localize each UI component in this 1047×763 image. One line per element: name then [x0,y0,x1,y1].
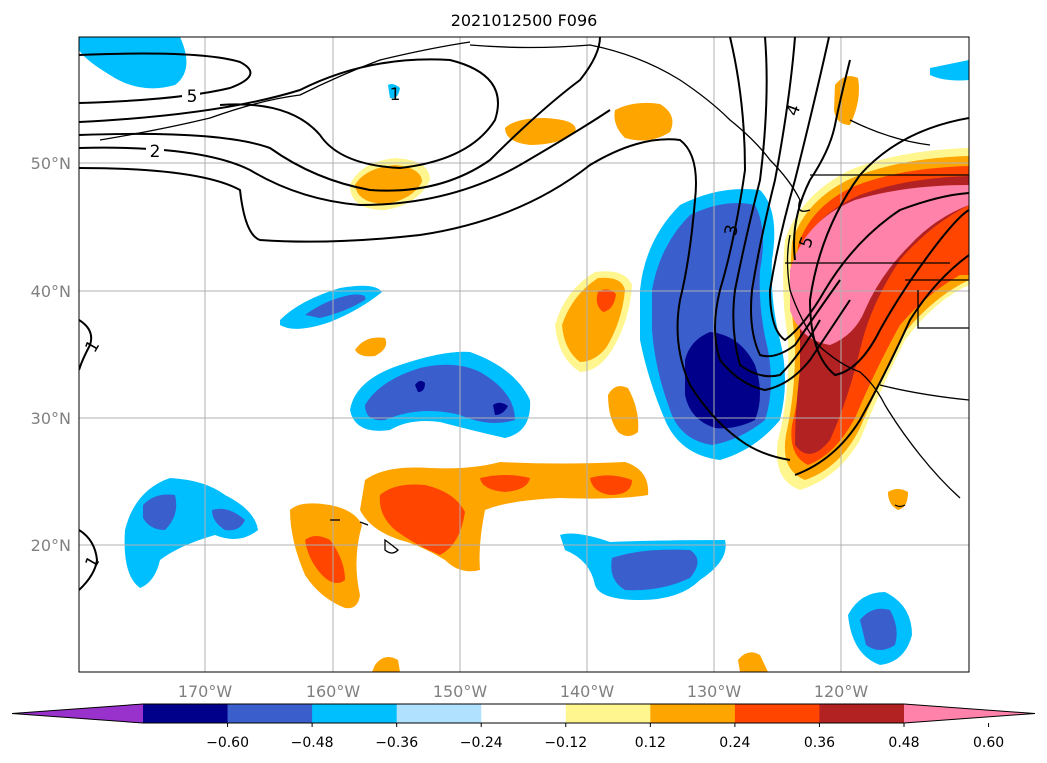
map-frame [78,36,970,673]
colorbar-tick-label: −0.12 [544,735,587,751]
colorbar-extend-max [904,704,1035,723]
colorbar-segment [819,704,905,723]
lon-label-140w: 140°W [560,682,615,701]
colorbar-tick-label: 0.48 [888,735,919,751]
lon-label-150w: 150°W [433,682,488,701]
colorbar-segment [650,704,736,723]
map-panel: 5 2 1 3 4 5 1 1 [79,37,969,672]
colorbar-outline [11,703,1036,724]
colorbar-segment [312,704,398,723]
contour-lines [79,37,969,591]
lon-label-130w: 130°W [687,682,742,701]
colorbar-segment [227,704,313,723]
colorbar-tick-label: −0.36 [375,735,418,751]
colorbar-tick-label: 0.12 [635,735,666,751]
colorbar-segment [734,704,820,723]
lon-label-120w: 120°W [814,682,869,701]
lon-label-170w: 170°W [178,682,233,701]
colorbar-segment [481,704,567,723]
lat-labels: 50°N 40°N 30°N 20°N [31,154,71,555]
contour-label: 5 [187,87,198,107]
map-title: 2021012500 F096 [451,11,598,30]
contour-label: 3 [721,223,743,237]
colorbar-tick-label: −0.60 [206,735,249,751]
colorbar-segment [565,704,651,723]
colorbar-tick-label: −0.24 [460,735,503,751]
lat-label-40n: 40°N [31,282,71,301]
colorbar-tick-label: −0.48 [291,735,334,751]
colorbar: −0.60 −0.48 −0.36 −0.24 −0.12 0.12 0.24 0.36 0.4… [11,703,1036,751]
lat-label-20n: 20°N [31,536,71,555]
graticule [79,37,969,672]
colorbar-tick-label: 0.24 [719,735,750,751]
lat-label-50n: 50°N [31,154,71,173]
lon-label-160w: 160°W [306,682,361,701]
contour-label: 1 [390,85,401,105]
colorbar-tick-label: 0.60 [973,735,1004,751]
colorbar-segment [143,704,229,723]
anomaly-fill [79,37,969,672]
lon-labels: 170°W 160°W 150°W 140°W 130°W 120°W [178,682,869,701]
colorbar-extend-min [12,704,143,723]
colorbar-segment [396,704,482,723]
colorbar-tick-label: 0.36 [804,735,835,751]
lat-label-30n: 30°N [31,409,71,428]
contour-label: 2 [150,142,161,162]
